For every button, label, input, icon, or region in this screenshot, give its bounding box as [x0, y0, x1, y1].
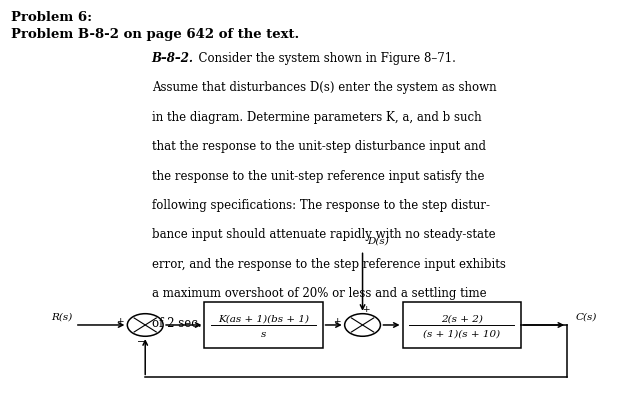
Text: +: + [362, 304, 370, 313]
Text: −: − [137, 336, 145, 346]
Text: Assume that disturbances D(s) enter the system as shown: Assume that disturbances D(s) enter the … [152, 81, 496, 94]
Text: error, and the response to the step reference input exhibits: error, and the response to the step refe… [152, 257, 505, 270]
Text: s: s [261, 329, 266, 338]
Text: 2(s + 2): 2(s + 2) [440, 314, 483, 323]
Text: B–8–2.: B–8–2. [152, 52, 194, 65]
Text: the response to the unit-step reference input satisfy the: the response to the unit-step reference … [152, 169, 484, 182]
Text: +: + [333, 316, 341, 325]
Text: R(s): R(s) [51, 312, 73, 321]
Text: that the response to the unit-step disturbance input and: that the response to the unit-step distu… [152, 140, 485, 153]
Bar [403, 302, 521, 348]
Text: in the diagram. Determine parameters K, a, and b such: in the diagram. Determine parameters K, … [152, 111, 482, 124]
Text: (s + 1)(s + 10): (s + 1)(s + 10) [423, 329, 500, 338]
Text: bance input should attenuate rapidly with no steady-state: bance input should attenuate rapidly wit… [152, 228, 495, 241]
Text: C(s): C(s) [576, 312, 597, 321]
Text: of 2 sec.: of 2 sec. [152, 316, 201, 329]
Text: K(as + 1)(bs + 1): K(as + 1)(bs + 1) [218, 314, 309, 323]
Text: Consider the system shown in Figure 8–71.: Consider the system shown in Figure 8–71… [191, 52, 456, 65]
Text: Problem 6:: Problem 6: [11, 11, 92, 24]
Bar [204, 302, 322, 348]
Text: D(s): D(s) [368, 236, 390, 245]
Text: a maximum overshoot of 20% or less and a settling time: a maximum overshoot of 20% or less and a… [152, 287, 486, 300]
Text: +: + [116, 316, 123, 325]
Text: following specifications: The response to the step distur-: following specifications: The response t… [152, 198, 490, 211]
Text: Problem B-8-2 on page 642 of the text.: Problem B-8-2 on page 642 of the text. [11, 28, 299, 40]
